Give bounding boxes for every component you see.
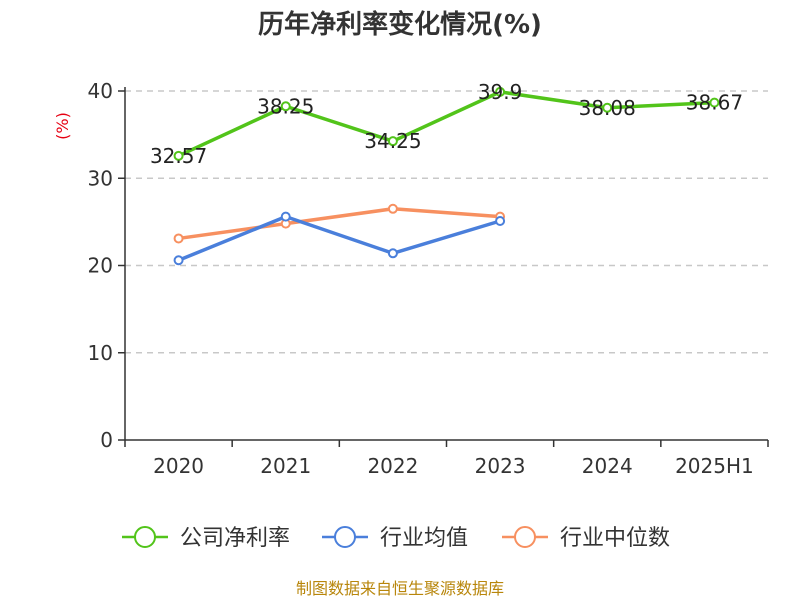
legend-label-2: 行业中位数 <box>560 526 670 551</box>
data-label-0-4: 38.08 <box>579 96 636 120</box>
series-line-0 <box>176 90 717 158</box>
legend[interactable]: 公司净利率 行业均值 行业中位数 <box>122 526 670 551</box>
legend-item-0[interactable]: 公司净利率 <box>122 526 290 551</box>
x-tick-label-3: 2023 <box>475 454 526 478</box>
series-0-point-3[interactable] <box>495 86 506 97</box>
axes: 0 10 20 30 40 2020 2021 2022 2023 2024 2025H1 <box>88 79 769 478</box>
series-0-point-5[interactable] <box>709 97 720 108</box>
series-1-point-0[interactable] <box>173 255 184 266</box>
legend-item-2[interactable]: 行业中位数 <box>502 526 670 551</box>
legend-swatch-marker-2 <box>514 526 536 548</box>
series-line-1 <box>176 214 502 263</box>
series-0-point-0[interactable] <box>173 150 184 161</box>
data-label-0-0: 32.57 <box>150 144 207 168</box>
series-1-point-2[interactable] <box>387 248 398 259</box>
x-tick-label-2: 2022 <box>367 454 418 478</box>
legend-swatch-marker-1 <box>334 526 356 548</box>
series-1-point-3[interactable] <box>495 216 506 227</box>
y-tick-label-1: 10 <box>88 341 113 365</box>
data-label-0-1: 38.25 <box>257 94 314 118</box>
x-tick-label-4: 2024 <box>582 454 633 478</box>
series-line-2 <box>176 207 502 241</box>
x-tick-label-0: 2020 <box>153 454 204 478</box>
y-axis-unit-label: (%) <box>53 112 72 140</box>
y-tick-label-3: 30 <box>88 166 113 190</box>
series-1-point-1[interactable] <box>280 211 291 222</box>
series-0-point-1[interactable] <box>280 101 291 112</box>
series-2-point-2[interactable] <box>387 203 398 214</box>
legend-swatch-marker-0 <box>134 526 156 548</box>
series-2-point-0[interactable] <box>173 233 184 244</box>
y-tick-label-2: 20 <box>88 254 113 278</box>
series-0 <box>173 86 720 161</box>
data-labels-layer: 32.57 38.25 34.25 39.9 38.08 38.67 <box>150 80 743 168</box>
series-0-point-2[interactable] <box>387 136 398 147</box>
chart-title: 历年净利率变化情况(%) <box>258 9 542 40</box>
x-tick-label-5: 2025H1 <box>675 454 754 478</box>
x-tick-label-1: 2021 <box>260 454 311 478</box>
series-0-point-4[interactable] <box>602 102 613 113</box>
legend-label-1: 行业均值 <box>380 526 468 551</box>
legend-item-1[interactable]: 行业均值 <box>322 526 468 551</box>
y-tick-label-0: 0 <box>100 428 113 452</box>
data-label-0-3: 39.9 <box>478 80 523 104</box>
y-tick-label-4: 40 <box>88 79 113 103</box>
grid-lines <box>125 90 768 354</box>
legend-label-0: 公司净利率 <box>180 526 290 551</box>
series-1 <box>173 211 506 266</box>
data-label-0-5: 38.67 <box>686 91 743 115</box>
data-source-note: 制图数据来自恒生聚源数据库 <box>296 579 504 598</box>
series-layer <box>173 86 720 266</box>
data-label-0-2: 34.25 <box>364 129 421 153</box>
